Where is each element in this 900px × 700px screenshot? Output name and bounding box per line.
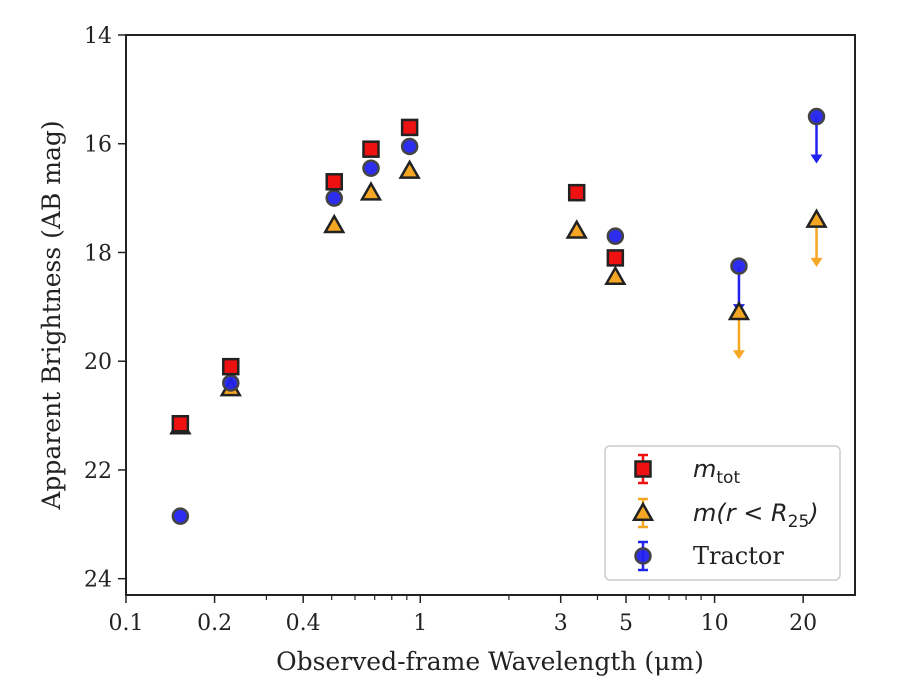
x-tick-label: 20 (789, 611, 817, 636)
data-point-square (325, 173, 343, 191)
upper-limit-arrowhead (810, 257, 823, 267)
y-tick-label: 14 (84, 24, 112, 49)
legend-label: Tractor (693, 542, 784, 570)
data-point-circle (171, 507, 190, 525)
data-point-square (171, 414, 190, 433)
data-point-square (606, 249, 625, 267)
legend-marker-triangle (631, 501, 655, 521)
y-tick-label: 18 (84, 241, 112, 266)
data-point-square (400, 118, 419, 137)
data-point-triangle (398, 159, 421, 179)
legend-box (604, 445, 841, 581)
plot-frame (125, 34, 856, 596)
data-point-triangle (805, 208, 828, 228)
legend: mtot m(r < R25) Tractor (604, 445, 841, 581)
data-point-square (362, 140, 380, 158)
x-tick-label: 5 (619, 611, 633, 636)
legend-marker-circle (634, 547, 652, 565)
data-point-circle (325, 189, 343, 207)
x-tick-label: 0.1 (109, 611, 144, 636)
data-point-square (567, 183, 586, 202)
x-tick-label: 10 (701, 611, 729, 636)
data-point-triangle (565, 219, 588, 239)
y-axis: 14 16 18 20 22 24 (84, 24, 126, 593)
x-axis-label: Observed-frame Wavelength (μm) (276, 647, 704, 676)
data-point-circle (730, 257, 748, 275)
data-point-triangle (604, 265, 627, 285)
data-point-circle (222, 374, 240, 392)
legend-label: m(r < R25) (693, 499, 819, 532)
data-point-square (222, 357, 240, 376)
y-axis-label: Apparent Brightness (AB mag) (37, 120, 66, 510)
data-point-triangle (727, 300, 751, 321)
x-tick-label: 0.2 (197, 611, 232, 636)
data-point-triangle (359, 181, 383, 201)
data-point-triangle (323, 213, 346, 234)
x-tick-label: 0.4 (286, 611, 321, 636)
x-tick-label: 3 (554, 611, 568, 636)
data-point-circle (807, 107, 826, 126)
legend-label: mtot (693, 455, 740, 488)
y-tick-label: 22 (84, 459, 112, 484)
legend-marker-square (634, 460, 652, 478)
data-point-circle (606, 227, 625, 245)
y-tick-label: 20 (84, 350, 112, 375)
x-tick-label: 1 (413, 611, 427, 636)
y-tick-label: 16 (84, 133, 112, 158)
upper-limit-arrowhead (732, 350, 745, 360)
data-point-circle (362, 159, 380, 177)
y-tick-label: 24 (84, 568, 112, 593)
data-markers (169, 107, 828, 525)
data-point-circle (400, 137, 419, 156)
x-axis: 0.1 0.2 0.4 1 3 5 10 20 (109, 595, 817, 636)
upper-limit-arrowhead (810, 154, 823, 164)
